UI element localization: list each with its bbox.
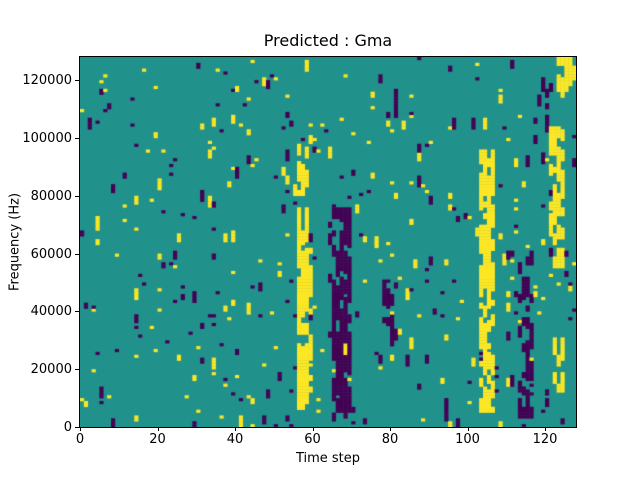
- y-tick-mark: [75, 195, 79, 197]
- y-axis-label: Frequency (Hz): [7, 192, 23, 292]
- heatmap-canvas: [80, 57, 576, 427]
- y-tick-mark: [75, 80, 79, 82]
- y-tick-label: 0: [63, 420, 72, 435]
- x-tick-mark: [545, 427, 546, 431]
- y-tick-label: 120000: [22, 73, 72, 89]
- plot-area: [79, 56, 577, 428]
- y-tick-label: 80000: [30, 188, 72, 204]
- x-tick-label: 100: [455, 432, 480, 447]
- x-tick-mark: [235, 427, 236, 431]
- x-tick-label: 120: [532, 432, 558, 447]
- y-tick-label: 40000: [30, 304, 72, 320]
- x-tick-mark: [390, 427, 391, 431]
- x-tick-label: 80: [381, 432, 399, 447]
- y-tick-mark: [75, 369, 79, 371]
- x-tick-mark: [312, 427, 314, 431]
- x-tick-label: 0: [75, 432, 85, 447]
- x-tick-mark: [80, 427, 81, 431]
- x-tick-label: 40: [226, 432, 244, 447]
- x-tick-mark: [157, 427, 159, 431]
- chart-title: Predicted : Gma: [263, 31, 393, 50]
- y-tick-mark: [75, 427, 79, 428]
- y-tick-label: 100000: [22, 130, 72, 146]
- x-axis-label: Time step: [295, 451, 361, 466]
- y-tick-mark: [75, 137, 79, 139]
- y-tick-label: 60000: [30, 246, 72, 262]
- x-tick-mark: [467, 427, 469, 431]
- x-tick-label: 60: [304, 432, 321, 447]
- x-tick-label: 20: [149, 432, 166, 447]
- y-tick-mark: [75, 311, 79, 313]
- y-tick-mark: [75, 253, 79, 255]
- y-tick-label: 20000: [30, 362, 72, 378]
